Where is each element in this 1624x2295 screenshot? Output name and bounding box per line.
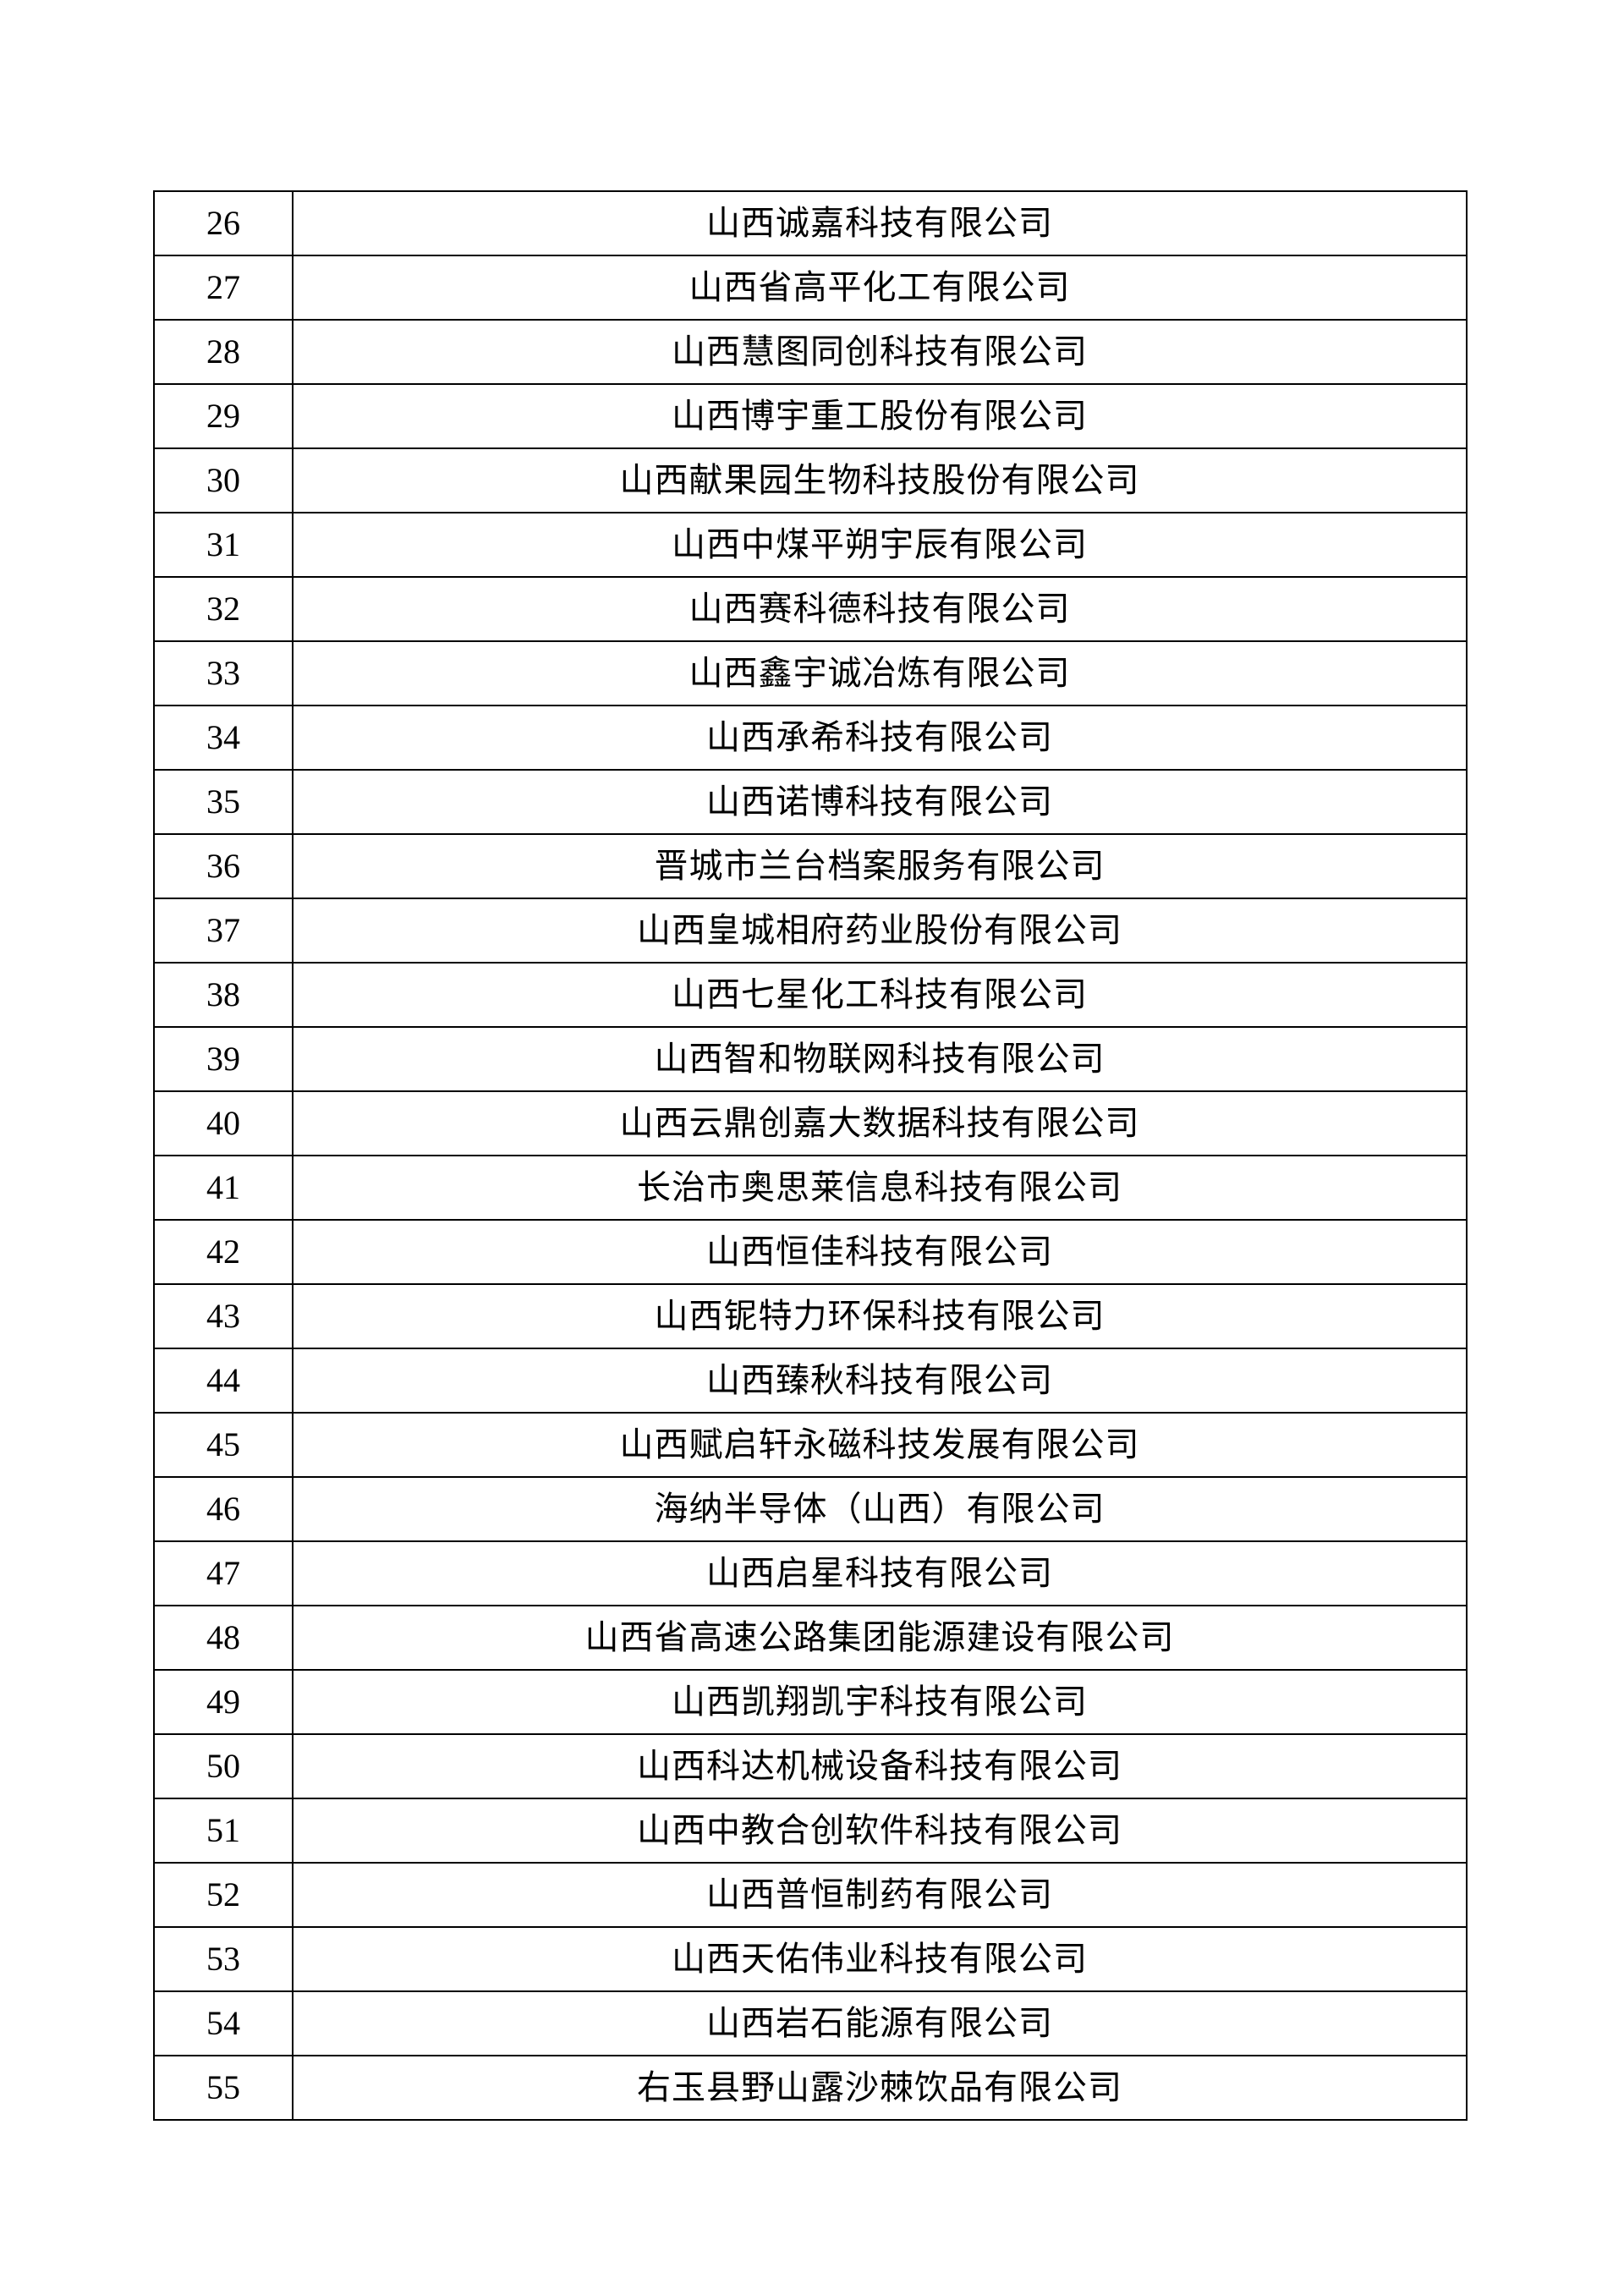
row-number-cell: 30 [153, 447, 294, 513]
row-number-cell: 42 [153, 1219, 294, 1285]
table-row: 48 山西省高速公路集团能源建设有限公司 [153, 1605, 1468, 1671]
row-number-cell: 54 [153, 1990, 294, 2056]
table-row: 45 山西赋启轩永磁科技发展有限公司 [153, 1412, 1468, 1478]
table-row: 30 山西献果园生物科技股份有限公司 [153, 447, 1468, 513]
company-name-cell: 山西云鼎创嘉大数据科技有限公司 [292, 1090, 1468, 1156]
table-row: 49 山西凯翔凯宇科技有限公司 [153, 1669, 1468, 1735]
company-name-cell: 山西岩石能源有限公司 [292, 1990, 1468, 2056]
company-name-cell: 山西皇城相府药业股份有限公司 [292, 898, 1468, 964]
company-name-cell: 山西普恒制药有限公司 [292, 1862, 1468, 1928]
company-name-cell: 山西赛科德科技有限公司 [292, 576, 1468, 642]
row-number-cell: 53 [153, 1926, 294, 1992]
table-row: 41 长治市奥思莱信息科技有限公司 [153, 1155, 1468, 1221]
row-number-cell: 39 [153, 1026, 294, 1092]
row-number-cell: 32 [153, 576, 294, 642]
row-number-cell: 33 [153, 640, 294, 706]
row-number-cell: 31 [153, 512, 294, 578]
company-list-table: 26 山西诚嘉科技有限公司 27 山西省高平化工有限公司 28 山西慧图同创科技… [153, 190, 1468, 2121]
table-row: 26 山西诚嘉科技有限公司 [153, 190, 1468, 256]
row-number-cell: 26 [153, 190, 294, 256]
table-row: 46 海纳半导体（山西）有限公司 [153, 1476, 1468, 1542]
row-number-cell: 49 [153, 1669, 294, 1735]
row-number-cell: 46 [153, 1476, 294, 1542]
company-name-cell: 山西天佑伟业科技有限公司 [292, 1926, 1468, 1992]
table-row: 47 山西启星科技有限公司 [153, 1540, 1468, 1606]
row-number-cell: 51 [153, 1798, 294, 1864]
table-row: 50 山西科达机械设备科技有限公司 [153, 1733, 1468, 1799]
row-number-cell: 47 [153, 1540, 294, 1606]
company-name-cell: 长治市奥思莱信息科技有限公司 [292, 1155, 1468, 1221]
table-row: 55 右玉县野山露沙棘饮品有限公司 [153, 2055, 1468, 2121]
company-name-cell: 山西中煤平朔宇辰有限公司 [292, 512, 1468, 578]
table-row: 29 山西博宇重工股份有限公司 [153, 383, 1468, 449]
company-table-body: 26 山西诚嘉科技有限公司 27 山西省高平化工有限公司 28 山西慧图同创科技… [153, 190, 1468, 2121]
table-row: 39 山西智和物联网科技有限公司 [153, 1026, 1468, 1092]
company-name-cell: 山西臻秋科技有限公司 [292, 1348, 1468, 1414]
table-row: 40 山西云鼎创嘉大数据科技有限公司 [153, 1090, 1468, 1156]
company-name-cell: 山西省高速公路集团能源建设有限公司 [292, 1605, 1468, 1671]
company-name-cell: 山西恒佳科技有限公司 [292, 1219, 1468, 1285]
company-name-cell: 山西科达机械设备科技有限公司 [292, 1733, 1468, 1799]
row-number-cell: 36 [153, 833, 294, 899]
table-row: 32 山西赛科德科技有限公司 [153, 576, 1468, 642]
table-row: 42 山西恒佳科技有限公司 [153, 1219, 1468, 1285]
table-row: 34 山西承希科技有限公司 [153, 705, 1468, 771]
company-name-cell: 山西智和物联网科技有限公司 [292, 1026, 1468, 1092]
row-number-cell: 41 [153, 1155, 294, 1221]
table-row: 35 山西诺博科技有限公司 [153, 769, 1468, 835]
company-name-cell: 山西诺博科技有限公司 [292, 769, 1468, 835]
table-row: 51 山西中教合创软件科技有限公司 [153, 1798, 1468, 1864]
company-name-cell: 山西省高平化工有限公司 [292, 255, 1468, 321]
company-name-cell: 山西赋启轩永磁科技发展有限公司 [292, 1412, 1468, 1478]
company-name-cell: 山西诚嘉科技有限公司 [292, 190, 1468, 256]
table-row: 27 山西省高平化工有限公司 [153, 255, 1468, 321]
company-name-cell: 山西慧图同创科技有限公司 [292, 319, 1468, 385]
row-number-cell: 27 [153, 255, 294, 321]
company-name-cell: 右玉县野山露沙棘饮品有限公司 [292, 2055, 1468, 2121]
company-name-cell: 晋城市兰台档案服务有限公司 [292, 833, 1468, 899]
row-number-cell: 43 [153, 1283, 294, 1349]
table-row: 43 山西铌特力环保科技有限公司 [153, 1283, 1468, 1349]
company-name-cell: 山西凯翔凯宇科技有限公司 [292, 1669, 1468, 1735]
company-name-cell: 山西七星化工科技有限公司 [292, 962, 1468, 1028]
table-row: 44 山西臻秋科技有限公司 [153, 1348, 1468, 1414]
row-number-cell: 50 [153, 1733, 294, 1799]
company-name-cell: 山西中教合创软件科技有限公司 [292, 1798, 1468, 1864]
company-name-cell: 山西承希科技有限公司 [292, 705, 1468, 771]
row-number-cell: 55 [153, 2055, 294, 2121]
company-name-cell: 山西启星科技有限公司 [292, 1540, 1468, 1606]
table-row: 36 晋城市兰台档案服务有限公司 [153, 833, 1468, 899]
row-number-cell: 29 [153, 383, 294, 449]
row-number-cell: 37 [153, 898, 294, 964]
row-number-cell: 34 [153, 705, 294, 771]
row-number-cell: 28 [153, 319, 294, 385]
table-row: 53 山西天佑伟业科技有限公司 [153, 1926, 1468, 1992]
row-number-cell: 45 [153, 1412, 294, 1478]
table-row: 37 山西皇城相府药业股份有限公司 [153, 898, 1468, 964]
company-name-cell: 山西献果园生物科技股份有限公司 [292, 447, 1468, 513]
company-name-cell: 山西博宇重工股份有限公司 [292, 383, 1468, 449]
table-row: 54 山西岩石能源有限公司 [153, 1990, 1468, 2056]
row-number-cell: 48 [153, 1605, 294, 1671]
table-row: 33 山西鑫宇诚冶炼有限公司 [153, 640, 1468, 706]
row-number-cell: 38 [153, 962, 294, 1028]
row-number-cell: 35 [153, 769, 294, 835]
row-number-cell: 44 [153, 1348, 294, 1414]
company-name-cell: 山西鑫宇诚冶炼有限公司 [292, 640, 1468, 706]
row-number-cell: 52 [153, 1862, 294, 1928]
table-row: 31 山西中煤平朔宇辰有限公司 [153, 512, 1468, 578]
row-number-cell: 40 [153, 1090, 294, 1156]
table-row: 28 山西慧图同创科技有限公司 [153, 319, 1468, 385]
company-name-cell: 山西铌特力环保科技有限公司 [292, 1283, 1468, 1349]
table-row: 52 山西普恒制药有限公司 [153, 1862, 1468, 1928]
company-name-cell: 海纳半导体（山西）有限公司 [292, 1476, 1468, 1542]
table-row: 38 山西七星化工科技有限公司 [153, 962, 1468, 1028]
